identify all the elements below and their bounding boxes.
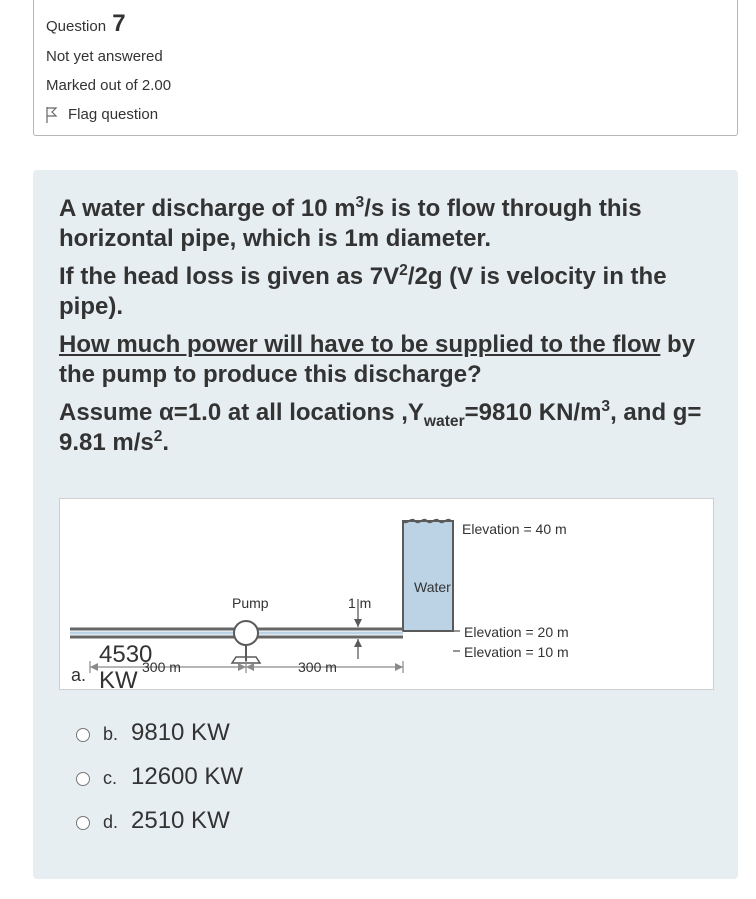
option-radio-b[interactable] <box>76 728 90 742</box>
question-prefix: Question <box>46 18 106 35</box>
page-wrapper: Question 7 Not yet answered Marked out o… <box>0 0 756 899</box>
question-paragraph-4: Assume α=1.0 at all locations ,Ywater=98… <box>59 398 712 458</box>
option-text-a: 4530 KW <box>99 642 179 695</box>
label-elevation-20: Elevation = 20 m <box>464 624 569 640</box>
text-fragment: A water discharge of 10 m <box>59 195 356 222</box>
option-b-row[interactable]: b. 9810 KW <box>71 719 712 747</box>
superscript: 2 <box>399 262 408 279</box>
option-text-c: 12600 KW <box>131 763 243 791</box>
label-1m: 1 m <box>348 595 371 611</box>
text-fragment: Assume α=1.0 at all locations ,Y <box>59 399 424 426</box>
question-paragraph-1: A water discharge of 10 m3/s is to flow … <box>59 194 712 254</box>
text-fragment: If the head loss is given as 7V <box>59 263 399 290</box>
option-text-b: 9810 KW <box>131 719 230 747</box>
question-body: A water discharge of 10 m3/s is to flow … <box>33 170 738 879</box>
option-c-row[interactable]: c. 12600 KW <box>71 763 712 791</box>
subscript: water <box>424 413 465 430</box>
question-info-box: Question 7 Not yet answered Marked out o… <box>33 0 738 136</box>
option-radio-c[interactable] <box>76 772 90 786</box>
option-letter-a: a. <box>71 665 89 686</box>
option-letter-c: c. <box>103 768 121 789</box>
question-paragraph-3: How much power will have to be supplied … <box>59 330 712 390</box>
label-elevation-40: Elevation = 40 m <box>462 521 567 537</box>
option-letter-d: d. <box>103 812 121 833</box>
superscript: 3 <box>601 398 610 415</box>
flag-icon <box>46 107 60 123</box>
question-number: 7 <box>112 10 125 37</box>
answer-options: a. 4530 KW b. 9810 KW c. 12600 KW d. 251… <box>59 648 712 835</box>
question-number-line: Question 7 <box>46 10 725 38</box>
flag-question-link[interactable]: Flag question <box>46 106 725 123</box>
option-text-d: 2510 KW <box>131 807 230 835</box>
question-marks: Marked out of 2.00 <box>46 77 725 94</box>
option-letter-b: b. <box>103 724 121 745</box>
option-d-row[interactable]: d. 2510 KW <box>71 807 712 835</box>
flag-question-text: Flag question <box>68 106 158 123</box>
superscript: 3 <box>356 194 365 211</box>
text-fragment: . <box>162 429 169 456</box>
text-fragment: =9810 KN/m <box>465 399 602 426</box>
question-status: Not yet answered <box>46 48 725 65</box>
option-a-row[interactable]: a. 4530 KW <box>71 642 712 695</box>
question-paragraph-2: If the head loss is given as 7V2/2g (V i… <box>59 262 712 322</box>
option-radio-d[interactable] <box>76 816 90 830</box>
label-water: Water <box>414 579 451 595</box>
label-pump: Pump <box>232 595 269 611</box>
text-underline: How much power will have to be supplied … <box>59 331 660 358</box>
